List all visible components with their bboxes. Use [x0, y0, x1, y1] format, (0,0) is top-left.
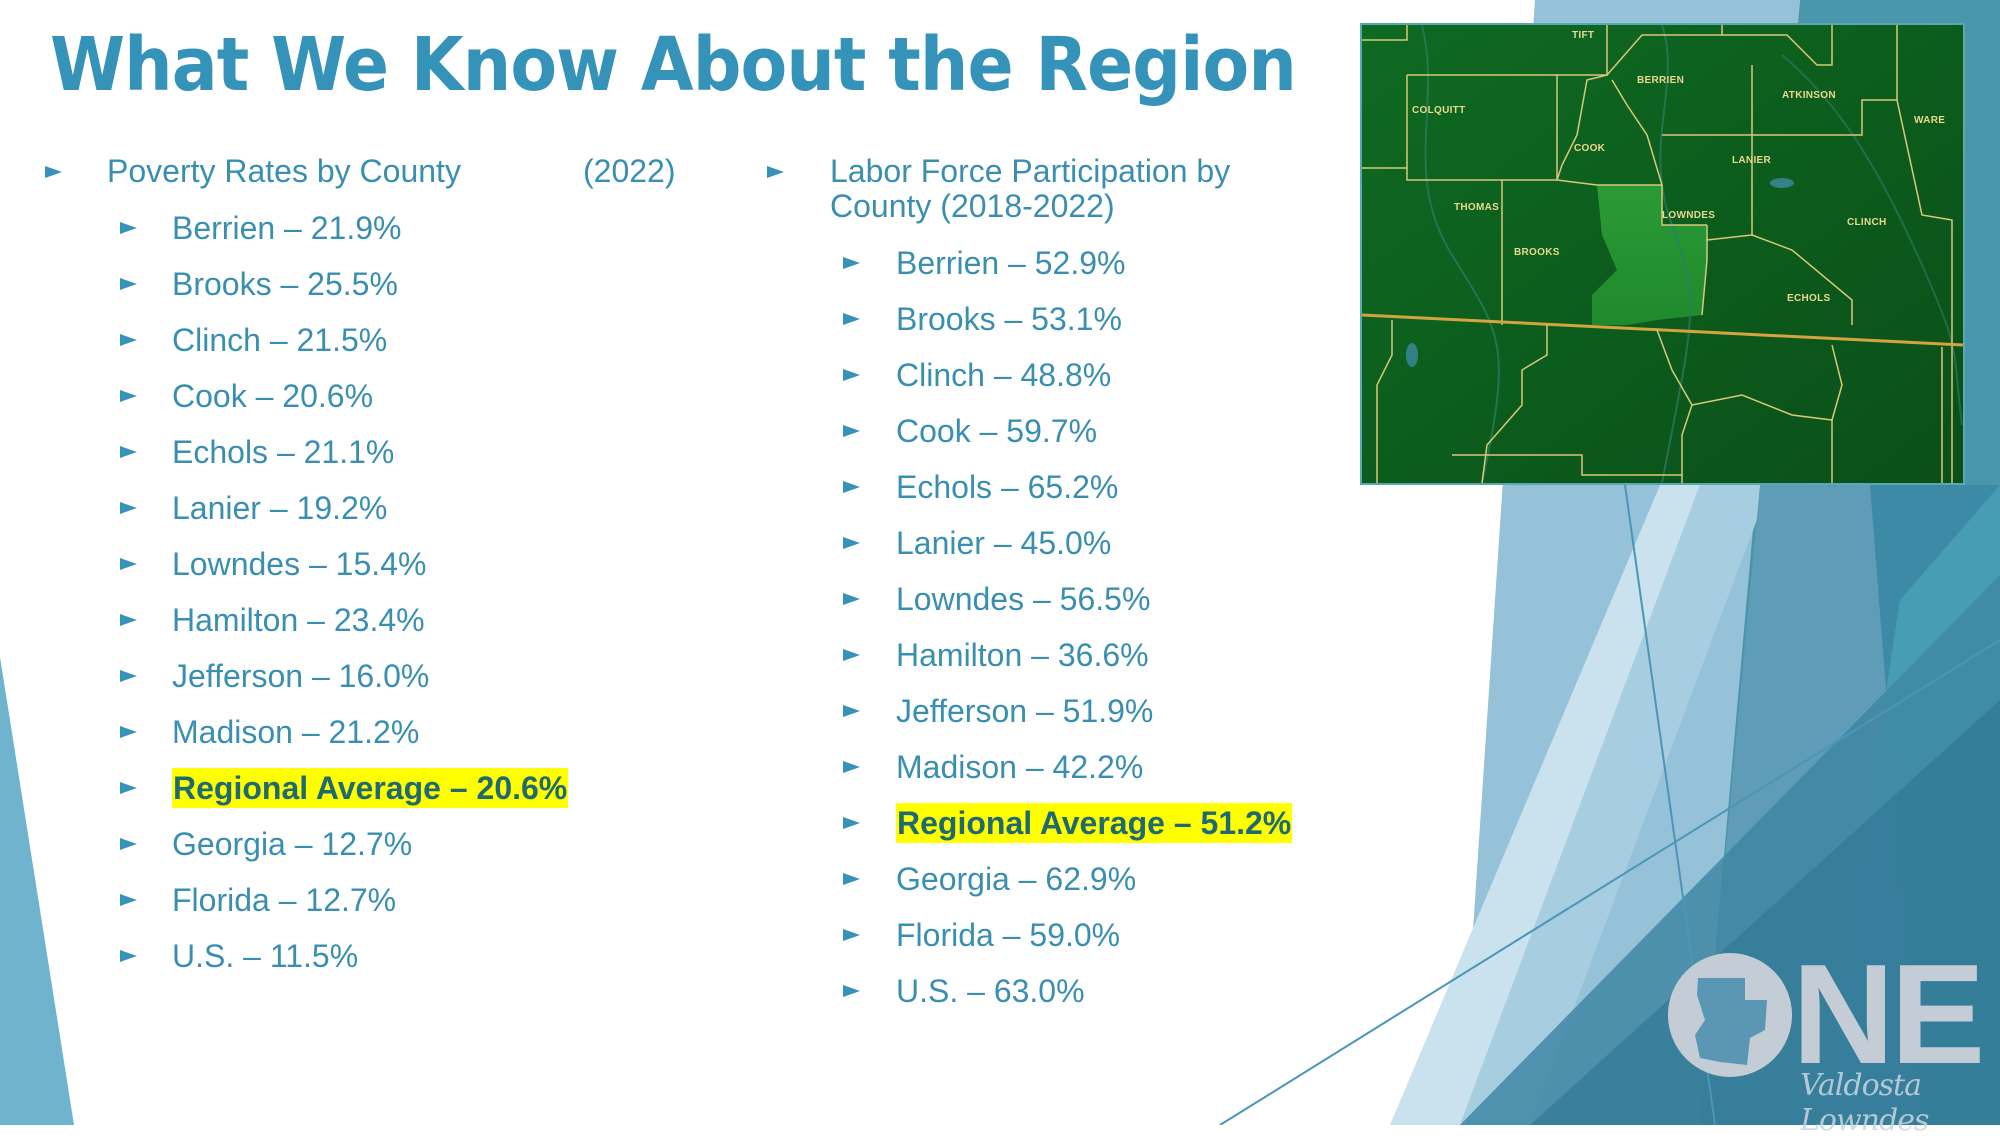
bullet-arrow-icon [843, 985, 860, 997]
map-label-echols: ECHOLS [1787, 293, 1831, 304]
bullet-arrow-icon [120, 782, 137, 794]
bullet-arrow-icon [120, 558, 137, 570]
bullet-arrow-icon [843, 537, 860, 549]
regional-average-highlight: Regional Average – 20.6% [172, 768, 569, 808]
regional-average-highlight: Regional Average – 51.2% [896, 803, 1293, 843]
bullet-arrow-icon [120, 390, 137, 402]
map-label-brooks: BROOKS [1514, 247, 1560, 258]
map-label-cook: COOK [1574, 143, 1606, 154]
bullet-arrow-icon [843, 761, 860, 773]
bullet-arrow-icon [120, 894, 137, 906]
bullet-arrow-icon [120, 670, 137, 682]
bullet-arrow-icon [843, 929, 860, 941]
labor-heading-line2: County (2018-2022) [830, 188, 1115, 224]
bullet-arrow-icon [120, 726, 137, 738]
bullet-arrow-icon [843, 649, 860, 661]
logo-script-text: Valdosta Lowndes [1800, 1068, 1929, 1138]
map-label-lanier: LANIER [1732, 155, 1772, 166]
georgia-circle-icon [1668, 953, 1792, 1077]
bullet-arrow-icon [45, 166, 62, 178]
bullet-arrow-icon [843, 257, 860, 269]
map-label-atkinson: ATKINSON [1782, 90, 1836, 101]
map-label-colquitt: COLQUITT [1412, 105, 1466, 116]
map-label-lowndes: LOWNDES [1662, 210, 1716, 221]
bullet-arrow-icon [767, 166, 784, 178]
bullet-arrow-icon [843, 425, 860, 437]
bullet-arrow-icon [120, 502, 137, 514]
bullet-arrow-icon [843, 313, 860, 325]
map-graphic [1362, 25, 1963, 483]
poverty-heading: Poverty Rates by County [107, 153, 461, 189]
map-label-ware: WARE [1914, 115, 1946, 126]
map-label-berrien: BERRIEN [1637, 75, 1685, 86]
bullet-arrow-icon [120, 334, 137, 346]
labor-heading-line1: Labor Force Participation by [830, 153, 1231, 189]
map-label-clinch: CLINCH [1847, 217, 1887, 228]
region-county-map: TIFT BERRIEN ATKINSON WARE COLQUITT COOK… [1360, 23, 1965, 485]
bullet-arrow-icon [843, 705, 860, 717]
bullet-arrow-icon [120, 614, 137, 626]
bullet-arrow-icon [843, 481, 860, 493]
map-label-tift: TIFT [1572, 30, 1595, 41]
bullet-arrow-icon [120, 838, 137, 850]
bullet-arrow-icon [120, 222, 137, 234]
poverty-year: (2022) [583, 153, 676, 189]
bullet-arrow-icon [120, 950, 137, 962]
bullet-arrow-icon [843, 817, 860, 829]
bullet-arrow-icon [843, 873, 860, 885]
bullet-arrow-icon [843, 593, 860, 605]
bullet-arrow-icon [843, 369, 860, 381]
bullet-arrow-icon [120, 278, 137, 290]
slide-title: What We Know About the Region [50, 22, 1297, 108]
map-label-thomas: THOMAS [1454, 202, 1500, 213]
bullet-arrow-icon [120, 446, 137, 458]
logo-text: NE [1792, 935, 1985, 1094]
